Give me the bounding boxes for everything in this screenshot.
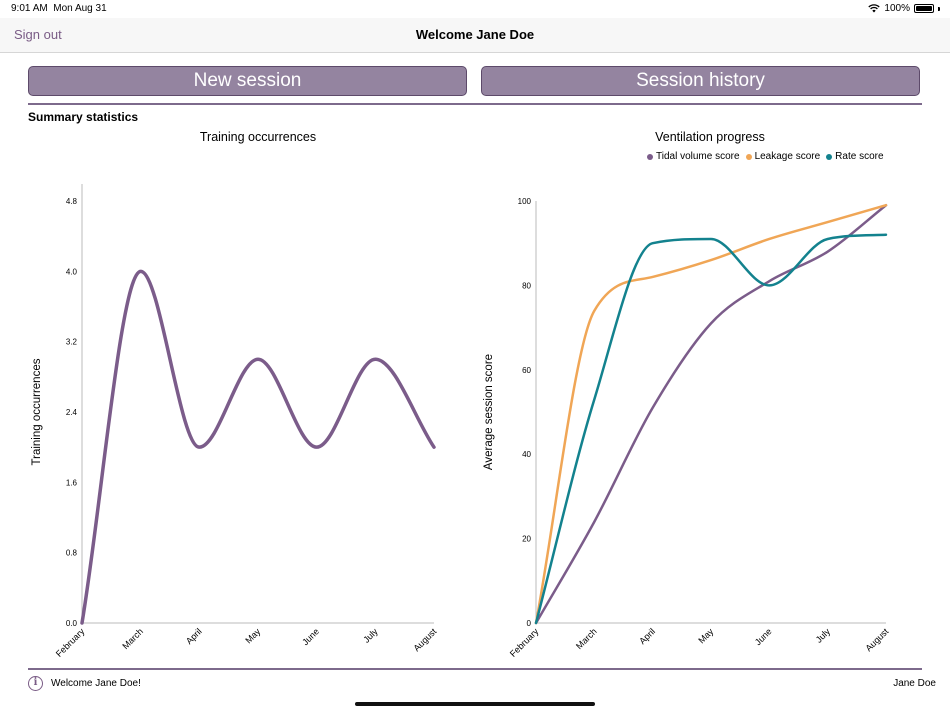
battery-percent: 100% xyxy=(884,3,910,14)
battery-icon xyxy=(914,4,934,13)
chart0-x-tick-label: May xyxy=(243,626,262,645)
top-divider xyxy=(28,103,922,105)
home-indicator[interactable] xyxy=(355,702,595,706)
chart2-title: Ventilation progress xyxy=(655,130,765,144)
chart0-y-tick-label: 1.6 xyxy=(66,478,78,487)
status-time: 9:01 AM Mon Aug 31 xyxy=(11,3,107,14)
nav-bar: Sign out Welcome Jane Doe xyxy=(0,18,950,53)
sign-out-button[interactable]: Sign out xyxy=(14,27,62,42)
legend-label-leakage: Leakage score xyxy=(754,151,821,162)
time-text: 9:01 AM xyxy=(11,3,48,14)
legend-label-rate: Rate score xyxy=(835,151,884,162)
chart1-x-tick-label: May xyxy=(696,626,715,645)
chart0-y-tick-label: 3.2 xyxy=(66,338,78,347)
chart1-x-tick-label: August xyxy=(864,626,891,653)
new-session-button[interactable]: New session xyxy=(28,66,467,96)
chart1-y-tick-label: 20 xyxy=(522,535,531,544)
legend-dot-rate xyxy=(826,153,833,160)
legend-item-rate[interactable]: Rate score xyxy=(826,151,884,162)
chart0-y-tick-label: 4.0 xyxy=(66,267,78,276)
legend-label-tidal: Tidal volume score xyxy=(656,151,740,162)
chart0-x-tick-label: August xyxy=(412,626,439,653)
footer-user: Jane Doe xyxy=(893,678,936,689)
status-bar: 9:01 AM Mon Aug 31 100% xyxy=(0,0,950,18)
wifi-icon xyxy=(868,4,881,13)
chart1-title: Training occurrences xyxy=(199,130,317,144)
chart0-x-tick-label: June xyxy=(300,626,321,647)
chart0-series-line-0 xyxy=(80,269,436,625)
date-text: Mon Aug 31 xyxy=(53,3,107,14)
chart0-x-tick-label: March xyxy=(120,626,145,651)
chart1-y-tick-label: 40 xyxy=(522,450,531,459)
chart1-series-line-1 xyxy=(534,203,888,625)
chart0-y-axis-label: Training occurrences xyxy=(31,358,43,465)
chart0-y-tick-label: 0.0 xyxy=(66,619,78,628)
chart1-x-tick-label: April xyxy=(637,626,657,646)
status-right: 100% xyxy=(868,3,940,14)
chart0-y-tick-label: 0.8 xyxy=(66,549,78,558)
chart1-x-tick-label: March xyxy=(574,626,599,651)
chart1-y-axis-label: Average session score xyxy=(483,354,495,470)
chart2-legend: Tidal volume score Leakage score Rate sc… xyxy=(647,151,884,162)
legend-item-tidal[interactable]: Tidal volume score xyxy=(647,151,740,162)
page-title: Welcome Jane Doe xyxy=(415,27,535,42)
chart1-y-tick-label: 0 xyxy=(527,619,532,628)
legend-dot-leakage xyxy=(745,153,752,160)
chart1-y-tick-label: 60 xyxy=(522,366,531,375)
session-history-button[interactable]: Session history xyxy=(481,66,920,96)
chart0-x-tick-label: April xyxy=(184,626,204,646)
footer: i Welcome Jane Doe! Jane Doe xyxy=(0,670,950,698)
chart0-x-tick-label: February xyxy=(54,626,87,659)
legend-item-leakage[interactable]: Leakage score xyxy=(745,151,821,162)
chart1-series-line-0 xyxy=(534,203,888,625)
chart0-y-tick-label: 2.4 xyxy=(66,408,78,417)
chart1-y-tick-label: 80 xyxy=(522,281,531,290)
chart1-x-tick-label: February xyxy=(508,626,541,659)
summary-title: Summary statistics xyxy=(28,110,139,124)
bottom-divider xyxy=(28,668,922,670)
chart1-x-tick-label: July xyxy=(814,626,833,645)
battery-tip xyxy=(938,6,940,11)
chart1-y-tick-label: 100 xyxy=(518,197,532,206)
chart1-series-line-2 xyxy=(534,233,888,625)
chart0-y-tick-label: 4.8 xyxy=(66,197,78,206)
legend-dot-tidal xyxy=(647,153,653,160)
chart0-x-tick-label: July xyxy=(361,626,380,645)
chart1-x-tick-label: June xyxy=(753,626,774,647)
footer-message: Welcome Jane Doe! xyxy=(51,678,141,689)
info-icon[interactable]: i xyxy=(28,676,43,691)
